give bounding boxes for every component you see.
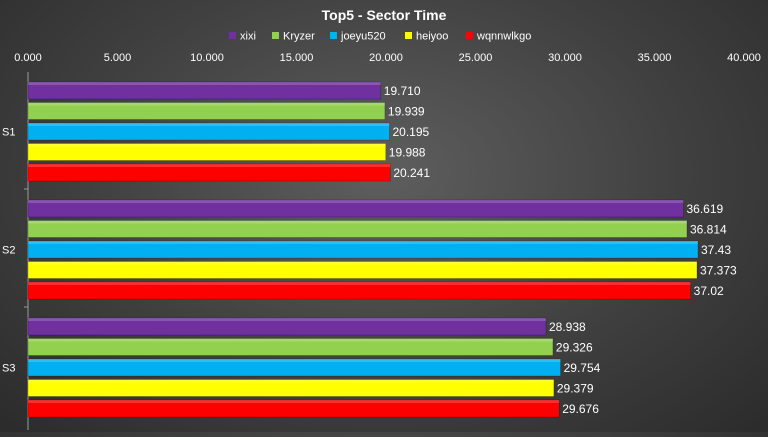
bar-highlight	[28, 123, 390, 126]
bar-highlight	[28, 318, 546, 321]
x-tick-label: 30.000	[548, 52, 582, 64]
bar-S3-Kryzer	[27, 338, 554, 356]
bar-highlight	[28, 200, 684, 203]
x-tick-label: 20.000	[369, 52, 403, 64]
x-tick-label: 0.000	[14, 52, 42, 64]
bar-S2-xixi	[27, 199, 684, 218]
legend-label-heiyoo: heiyoo	[416, 31, 448, 43]
data-label-S1-wqnnwlkgo: 20.241	[393, 166, 430, 180]
bar-S2-heiyoo	[27, 261, 698, 279]
bar-highlight	[28, 338, 553, 342]
legend-label-joeyu520: joeyu520	[340, 31, 386, 43]
bar-S2-Kryzer	[27, 220, 688, 238]
bar-S1-Kryzer	[27, 102, 386, 120]
bar-highlight	[28, 282, 691, 285]
data-label-S1-heiyoo: 19.988	[389, 146, 426, 160]
bar-S1-wqnnwlkgo	[27, 163, 391, 182]
legend-label-Kryzer: Kryzer	[283, 31, 315, 43]
category-label-S2: S2	[2, 245, 15, 257]
x-tick-label: 35.000	[638, 52, 672, 64]
bar-highlight	[28, 102, 385, 106]
bar-highlight	[28, 164, 391, 167]
x-tick-label: 10.000	[190, 52, 224, 64]
plot-area: S1 19.710 19.939 20.195 19.988 20.241 S2 36.619…	[2, 72, 737, 430]
data-label-S3-Kryzer: 29.326	[556, 341, 593, 355]
bar-S3-wqnnwlkgo	[27, 399, 560, 418]
legend: xixi Kryzer joeyu520 heiyoo wqnnwlkgo	[229, 31, 531, 43]
bar-S2-joeyu520	[27, 240, 699, 259]
bar-S3-joeyu520	[27, 358, 561, 377]
data-label-S3-joeyu520: 29.754	[564, 361, 601, 375]
legend-swatch-Kryzer	[272, 32, 279, 39]
bar-highlight	[28, 220, 687, 224]
legend-label-xixi: xixi	[240, 31, 256, 43]
data-label-S2-heiyoo: 37.373	[700, 264, 737, 278]
x-tick-label: 40.000	[727, 52, 761, 64]
data-label-S1-Kryzer: 19.939	[388, 105, 425, 119]
bar-S3-heiyoo	[27, 379, 555, 397]
data-label-S3-heiyoo: 29.379	[557, 382, 594, 396]
x-tick-label: 5.000	[104, 52, 132, 64]
x-tick-label: 25.000	[459, 52, 493, 64]
legend-swatch-wqnnwlkgo	[466, 32, 473, 39]
data-label-S1-joeyu520: 20.195	[392, 125, 429, 139]
data-label-S2-wqnnwlkgo: 37.02	[694, 284, 724, 298]
bar-highlight	[28, 143, 386, 147]
bar-S1-joeyu520	[27, 122, 390, 141]
bar-S3-xixi	[27, 317, 547, 336]
data-label-S2-Kryzer: 36.814	[690, 223, 727, 237]
data-label-S2-xixi: 36.619	[686, 202, 723, 216]
bar-S1-heiyoo	[27, 143, 387, 161]
legend-swatch-xixi	[229, 32, 236, 39]
bar-highlight	[28, 82, 381, 85]
bar-highlight	[28, 359, 561, 362]
data-label-S1-xixi: 19.710	[384, 84, 421, 98]
data-label-S3-xixi: 28.938	[549, 320, 586, 334]
data-label-S3-wqnnwlkgo: 29.676	[562, 402, 599, 416]
category-label-S3: S3	[2, 363, 15, 375]
bar-highlight	[28, 400, 560, 403]
bar-highlight	[28, 379, 554, 383]
chart-title: Top5 - Sector Time	[322, 7, 447, 23]
legend-swatch-joeyu520	[330, 32, 337, 39]
legend-label-wqnnwlkgo: wqnnwlkgo	[476, 31, 531, 43]
bar-S2-wqnnwlkgo	[27, 281, 691, 300]
x-axis-ticks: 0.000 5.000 10.000 15.000 20.000 25.000 30.000…	[14, 52, 761, 64]
category-label-S1: S1	[2, 127, 15, 139]
data-label-S2-joeyu520: 37.43	[701, 243, 731, 257]
bar-highlight	[28, 261, 697, 265]
bar-S1-xixi	[27, 81, 382, 100]
bar-highlight	[28, 241, 698, 244]
x-tick-label: 15.000	[280, 52, 314, 64]
legend-swatch-heiyoo	[405, 32, 412, 39]
